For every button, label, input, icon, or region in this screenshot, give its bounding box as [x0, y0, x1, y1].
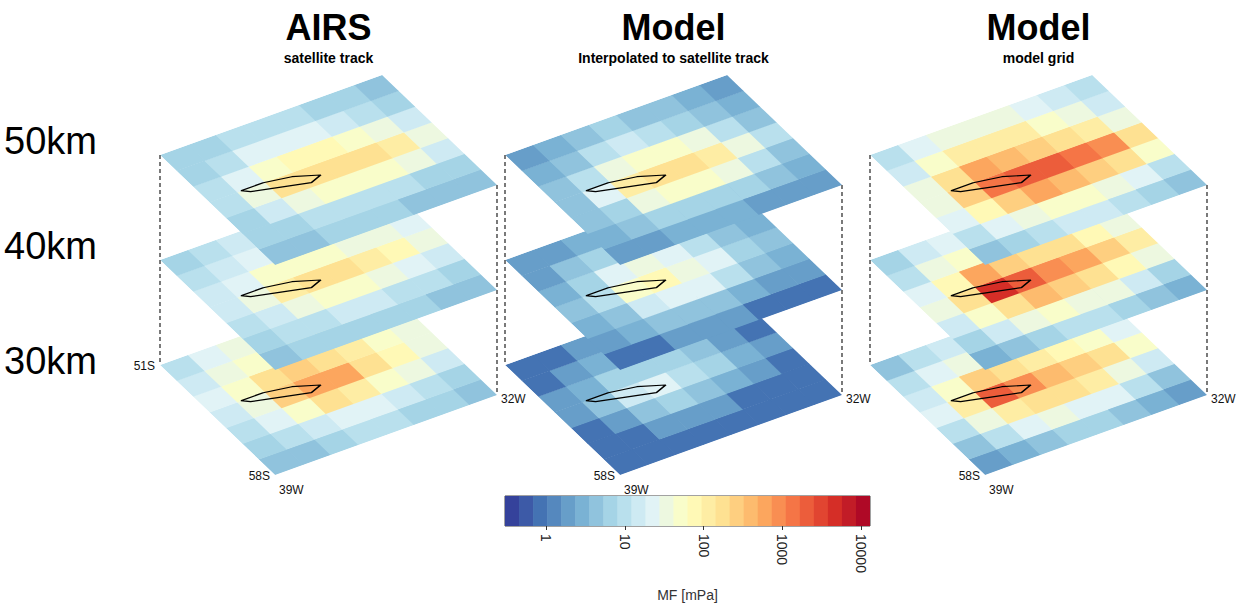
html-text:51S: 51S — [133, 359, 155, 373]
html-text:39W: 39W — [279, 483, 304, 497]
html-text:Model: Model — [621, 7, 726, 48]
html-text:39W: 39W — [624, 483, 649, 497]
html-text:AIRS: AIRS — [285, 7, 372, 48]
svg-text:10000: 10000 — [853, 534, 869, 573]
html-text:58S: 58S — [248, 469, 270, 483]
svg-text:1: 1 — [538, 534, 554, 542]
html-text:30km: 30km — [4, 340, 97, 382]
html-text:32W: 32W — [1211, 392, 1236, 406]
html-text:50km: 50km — [4, 120, 97, 162]
html-text:39W: 39W — [989, 483, 1014, 497]
html-text:40km: 40km — [4, 225, 97, 267]
svg-text:1000: 1000 — [774, 534, 790, 565]
svg-text:100: 100 — [696, 534, 712, 558]
html-text:58S: 58S — [958, 469, 980, 483]
svg-text:10: 10 — [617, 534, 633, 550]
html-text:58S: 58S — [593, 469, 615, 483]
html-text:32W: 32W — [501, 392, 526, 406]
html-text:model grid: model grid — [1002, 50, 1075, 66]
html-text:satellite track: satellite track — [283, 50, 374, 66]
html-text:Interpolated to satellite trac: Interpolated to satellite track — [578, 50, 769, 66]
html-text:Model: Model — [986, 7, 1091, 48]
html-text:32W: 32W — [846, 392, 871, 406]
svg-text:MF [mPa]: MF [mPa] — [657, 587, 718, 603]
